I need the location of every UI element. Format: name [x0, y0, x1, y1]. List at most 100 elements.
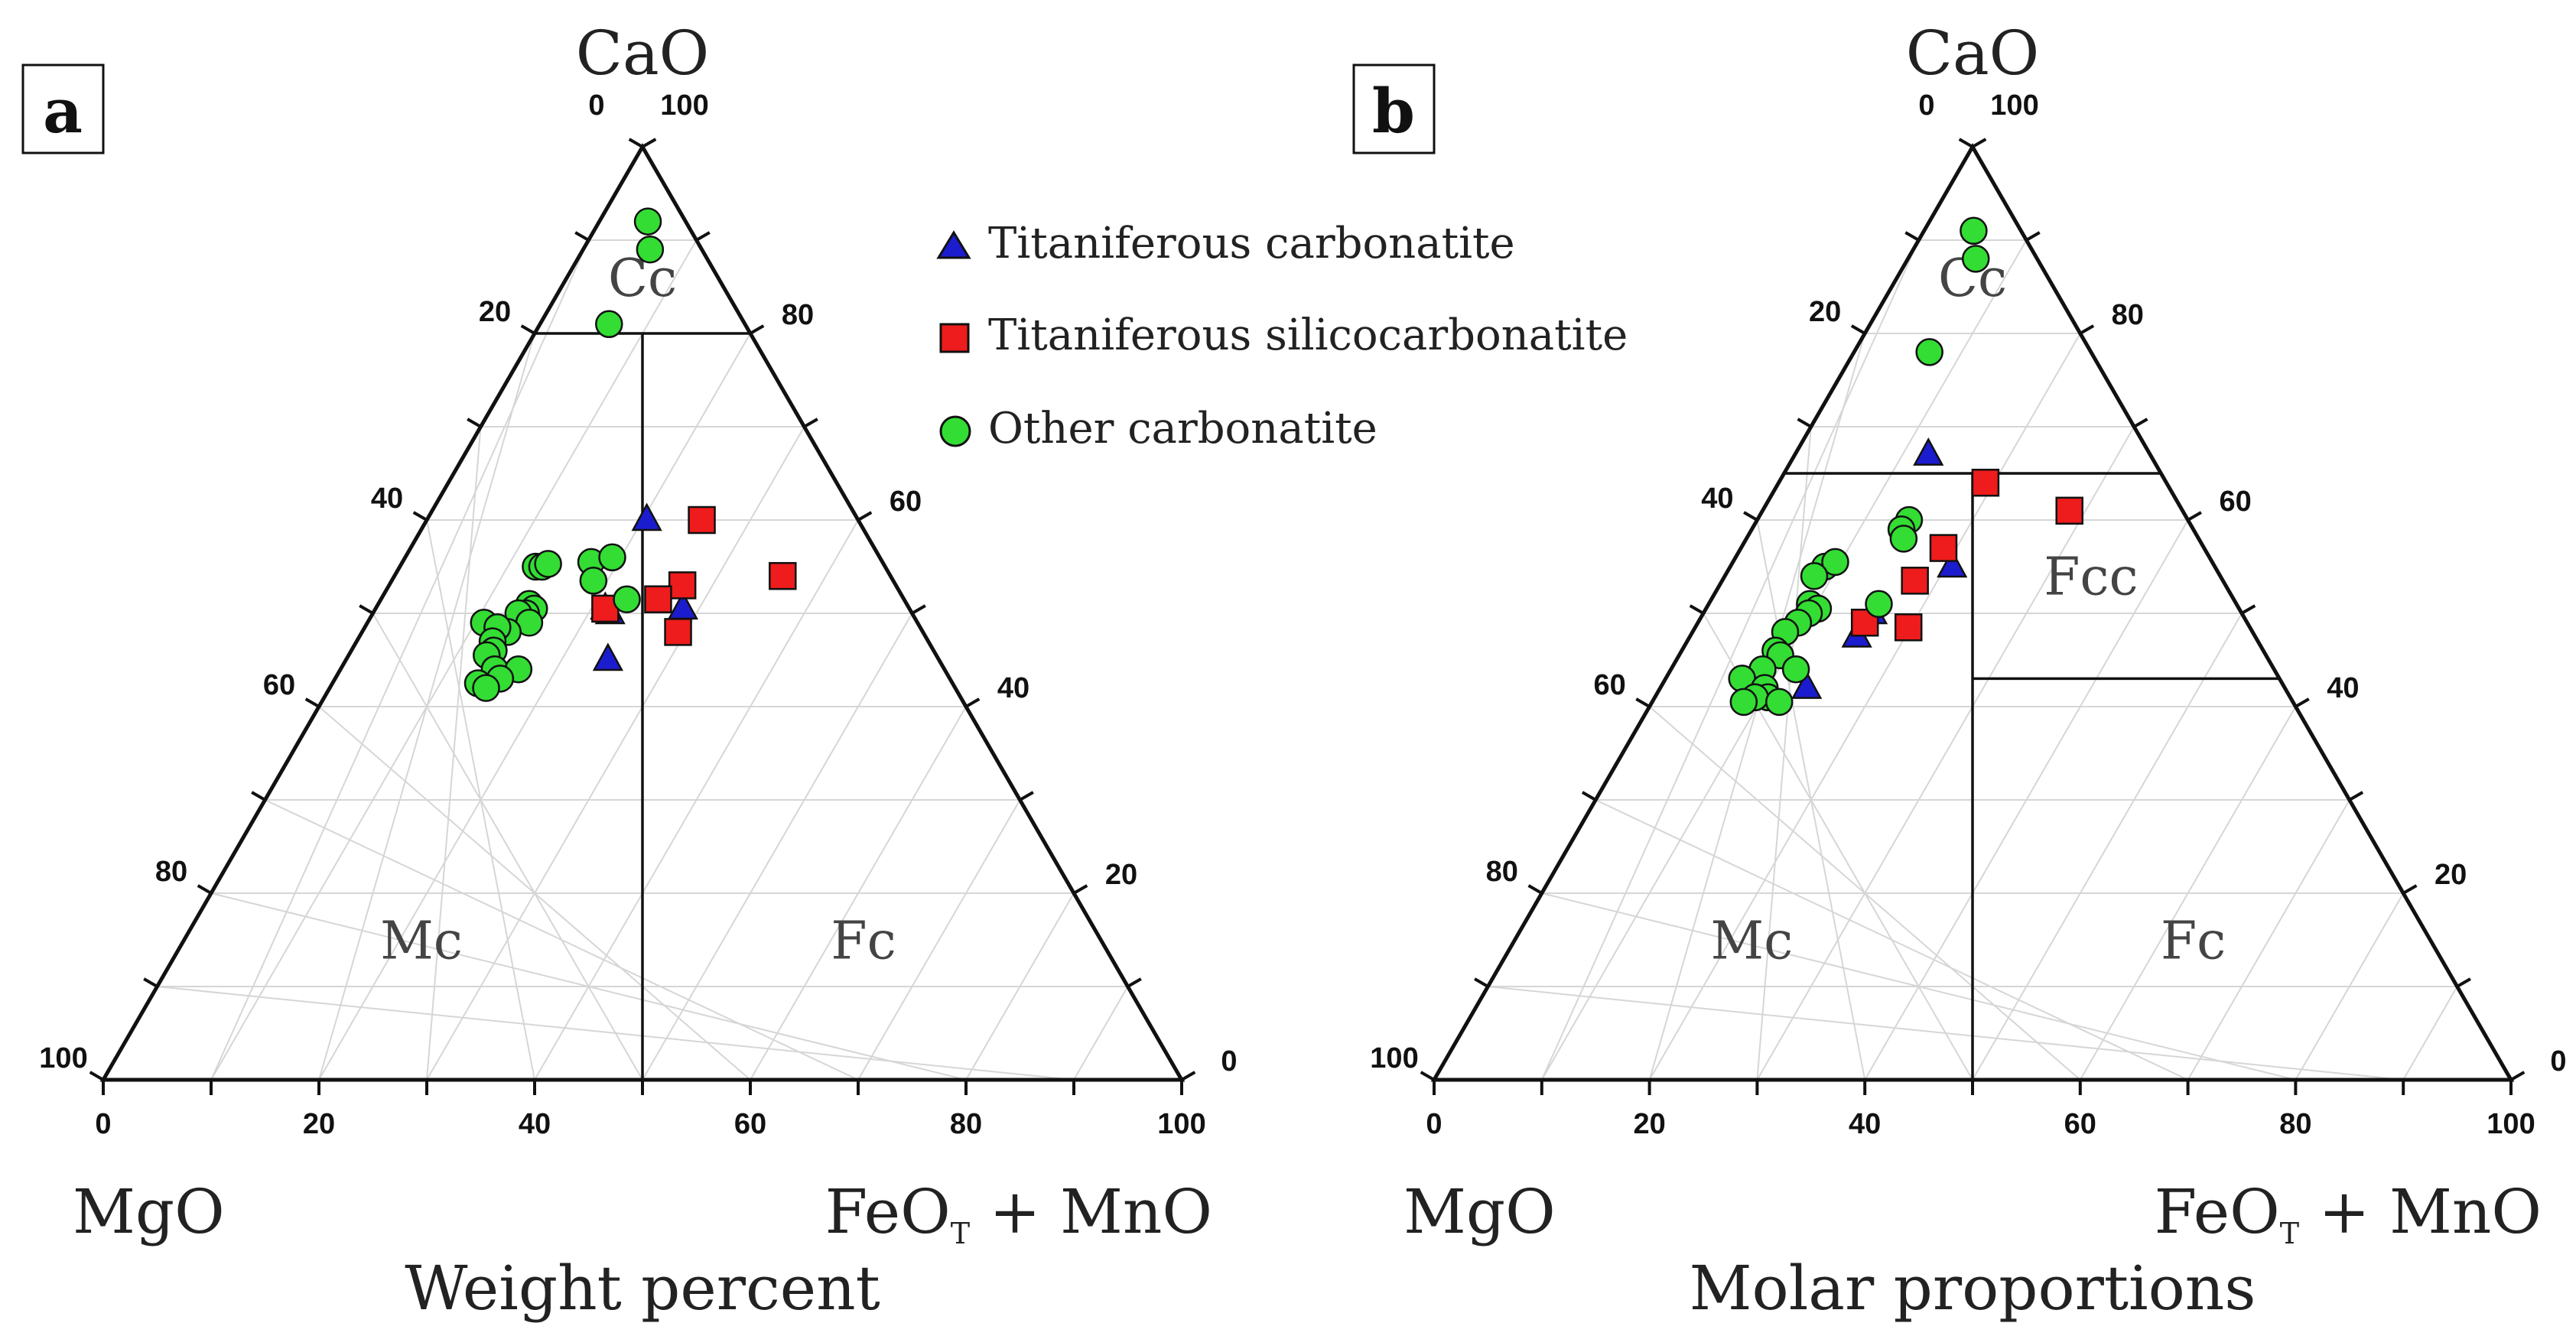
tick-label-left: 80 [155, 856, 187, 888]
tick-label-bottom: 100 [2487, 1108, 2535, 1140]
gridline-feo [426, 426, 805, 1081]
data-point-square [664, 618, 692, 646]
apex-label-mgo: MgO [1403, 1176, 1556, 1247]
data-point-triangle [631, 502, 662, 531]
gridline-mgo [210, 239, 590, 1081]
tick-right [1019, 791, 1034, 801]
tick-label-left: 20 [1809, 296, 1841, 328]
apex-label-feo-mno: FeOT + MnO [825, 1176, 1212, 1250]
tick-label-left: 80 [1486, 856, 1518, 888]
data-point-square [1901, 567, 1929, 595]
tick-label-right: 0 [2550, 1045, 2566, 1078]
tick-right [2295, 697, 2310, 708]
data-point-circle [579, 567, 608, 595]
tick-left [251, 791, 266, 801]
field-label: Mc [1711, 911, 1794, 971]
data-point-circle [1865, 590, 1893, 619]
tick-right [911, 604, 926, 615]
tick-left [197, 884, 213, 895]
tick-label-left-top: 0 [588, 89, 604, 122]
data-point-circle [636, 235, 665, 264]
tick-label-bottom: 80 [950, 1108, 982, 1140]
field-label: Fcc [2044, 548, 2138, 608]
tick-label-bottom: 100 [1157, 1108, 1205, 1140]
gridline-feo [1972, 613, 2243, 1081]
gridline-feo [2079, 706, 2297, 1081]
data-point-circle [1915, 338, 1943, 366]
tick-label-bottom: 0 [95, 1108, 111, 1140]
data-point-circle [1821, 548, 1849, 577]
tick-label-bottom: 60 [2064, 1108, 2096, 1140]
tick-right [2187, 511, 2202, 522]
tick-label-bottom: 40 [519, 1108, 551, 1140]
data-point-circle [1889, 525, 1918, 553]
data-point-triangle [592, 642, 623, 671]
tick-label-right-top: 100 [1990, 89, 2038, 122]
tick-label-bottom: 0 [1426, 1108, 1442, 1140]
data-point-circle [613, 585, 641, 613]
tick-left [1689, 604, 1705, 615]
ticks: 0 100 0 20 80 20 40 60 40 60 40 60 80 20 80 100 0 100 [1370, 89, 2566, 1140]
tick-left [1743, 511, 1758, 522]
tick-label-right: 20 [1105, 859, 1137, 891]
tick-right [1971, 138, 1987, 148]
tick-left [1581, 791, 1597, 801]
gridline-mgo [372, 613, 643, 1081]
tick-label-bottom: 20 [303, 1108, 335, 1140]
data-point-triangle [1913, 437, 1944, 466]
data-point-circle [1765, 688, 1794, 717]
tick-right [964, 697, 981, 708]
gridline-feo [857, 799, 1021, 1081]
tick-label-bottom: 80 [2279, 1108, 2311, 1140]
tick-label-right: 40 [2327, 672, 2359, 704]
tick-label-right: 80 [782, 299, 814, 331]
data-point-square [769, 561, 797, 590]
data-point-triangle [1937, 549, 1968, 578]
legend-label: Titaniferous silicocarbonatite [988, 310, 1628, 360]
apex-label-mgo: MgO [73, 1176, 225, 1247]
apex-label-feo-mno: FeOT + MnO [2155, 1176, 2542, 1250]
gridline-mgo [1756, 426, 1812, 1081]
tick-label-right: 60 [2219, 486, 2251, 518]
legend: Titaniferous carbonatite Titaniferous si… [936, 219, 1628, 453]
ticks: 0 100 0 20 80 20 40 60 40 60 40 60 80 20 80 100 0 100 [39, 89, 1237, 1140]
tick-left [1797, 418, 1812, 428]
data-point-square [1894, 613, 1923, 642]
tick-left [89, 1071, 105, 1081]
tick-right [749, 324, 765, 335]
field-label: Mc [380, 911, 463, 971]
tick-right [2079, 324, 2095, 335]
gridline-feo [1756, 426, 2135, 1081]
legend-label: Other carbonatite [988, 404, 1377, 453]
data-point-square [688, 505, 716, 535]
tick-right [2348, 791, 2364, 801]
data-point-square [644, 585, 672, 613]
tick-left [1420, 1071, 1436, 1081]
tick-label-left: 100 [39, 1042, 87, 1074]
tick-left [1474, 977, 1489, 988]
tick-label-bottom: 60 [734, 1108, 766, 1140]
series-other-carbonatite [463, 207, 665, 702]
data-point-circle [633, 207, 662, 236]
apex-label-cao: CaO [1906, 18, 2040, 89]
gridline-feo [2295, 892, 2405, 1081]
tick-left [574, 231, 590, 242]
tick-right [2025, 231, 2041, 242]
tick-left [1958, 138, 1974, 148]
tick-left [143, 977, 158, 988]
data-point-circle [534, 550, 562, 578]
data-point-circle [472, 674, 500, 702]
tick-label-bottom: 40 [1849, 1108, 1881, 1140]
field-label: Fc [831, 911, 896, 971]
tick-left [304, 697, 320, 708]
tick-right [1180, 1071, 1196, 1081]
data-point-square [1971, 468, 2000, 497]
tick-left [467, 418, 482, 428]
panel-label: b [1372, 75, 1415, 147]
tick-label-bottom: 20 [1633, 1108, 1665, 1140]
apex-label-cao: CaO [576, 18, 710, 89]
gridline-feo [642, 613, 913, 1081]
